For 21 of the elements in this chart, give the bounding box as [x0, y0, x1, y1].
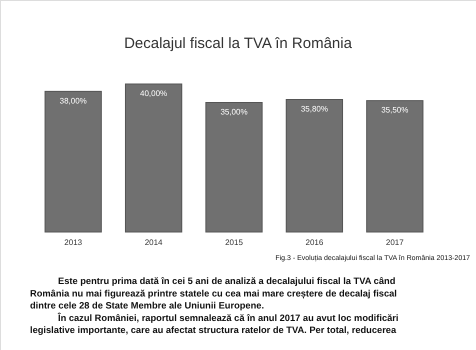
x-tick-label: 2016 [306, 238, 324, 247]
data-label: 35,00% [220, 108, 248, 116]
data-label: 35,50% [381, 106, 408, 115]
x-tick-label: 2015 [225, 238, 244, 247]
x-tick-label: 2013 [64, 238, 83, 247]
x-tick-label: 2017 [386, 238, 404, 247]
bar [366, 100, 424, 232]
chart-title: Decalajul fiscal la TVA în România [124, 35, 353, 52]
data-label: 35,80% [300, 104, 328, 114]
text: În cazul României, raportul semnalează că în anul 2017 au avut loc modificări [57, 312, 398, 323]
bar [124, 84, 182, 232]
bar [286, 99, 344, 232]
bar [205, 102, 263, 232]
text: România nu mai figurează printre statele cu cea mai mare creștere de decalaj fiscal [30, 288, 397, 300]
text: legislative importante, care au afectat structura ratelor de TVA. Per total, reducerea [30, 325, 397, 336]
bar [44, 90, 102, 232]
text: dintre cele 28 de State Membre ale Uniunii Europene. [30, 300, 264, 311]
text: Este pentru prima dată în cei 5 ani de analiză a decalajului fiscal la TVA când [58, 276, 396, 286]
data-label: 40,00% [140, 89, 168, 98]
data-label: 38,00% [60, 96, 87, 106]
x-tick-label: 2014 [144, 238, 164, 247]
